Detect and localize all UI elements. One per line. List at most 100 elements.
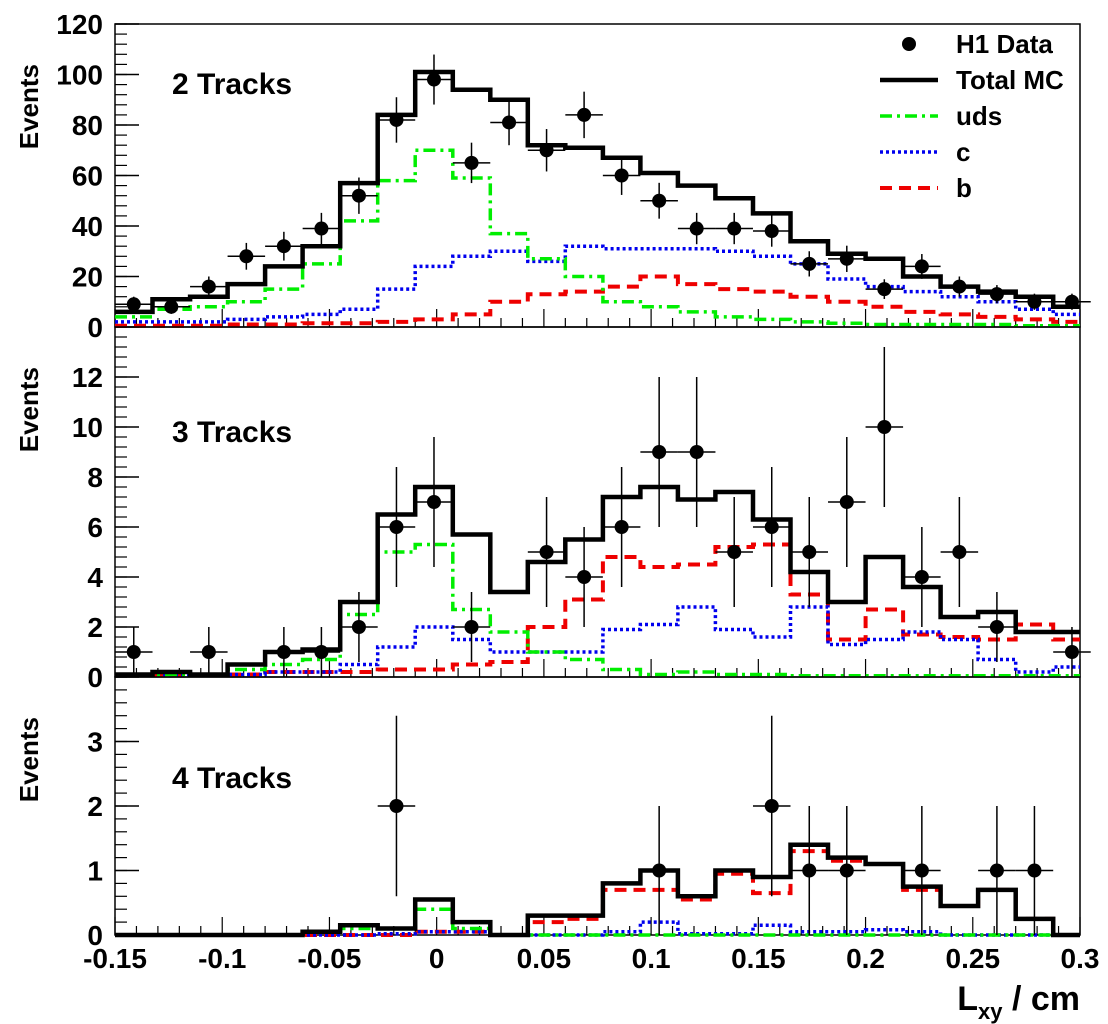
y-tick-label: 60: [72, 161, 103, 192]
legend-entry: Total MC: [880, 65, 1064, 95]
data-point: [126, 645, 141, 659]
histogram-uds: [115, 148, 1080, 328]
data-point: [1027, 863, 1042, 878]
data-point: [389, 520, 404, 534]
histogram-total: [115, 484, 1080, 677]
data-point: [802, 256, 817, 271]
data-point: [914, 259, 929, 274]
y-tick-label: 2: [87, 612, 103, 643]
data-point: [764, 799, 779, 813]
data-point: [239, 249, 254, 264]
data-point: [577, 570, 592, 584]
legend-entry: H1 Data: [902, 29, 1053, 59]
data-point: [802, 545, 817, 559]
y-tick-label: 8: [87, 462, 103, 493]
x-tick-label: 0.2: [846, 943, 885, 974]
data-point: [1027, 294, 1042, 309]
data-point: [914, 863, 929, 878]
x-axis-label-main: L: [957, 980, 978, 1018]
histogram-uds: [115, 907, 1080, 937]
panel-label: 4 Tracks: [172, 762, 292, 795]
legend-marker: [902, 37, 916, 51]
legend-entry: b: [880, 173, 972, 203]
x-tick-label: 0.05: [517, 943, 572, 974]
histogram-c: [115, 605, 1080, 677]
data-point: [689, 221, 704, 236]
data-point: [351, 620, 366, 634]
data-point: [914, 570, 929, 584]
data-point: [577, 107, 592, 122]
data-point: [464, 155, 479, 170]
y-tick-label: 0: [87, 312, 103, 343]
data-point: [539, 143, 554, 158]
panel-2: 0 2 4 6 8 10 12 Events 3 Tracks: [14, 326, 1091, 693]
legend-entry: c: [880, 137, 970, 167]
data-point: [989, 620, 1004, 634]
data-point: [351, 188, 366, 203]
data-point: [989, 287, 1004, 302]
data-point: [1064, 294, 1079, 309]
y-tick-label: 10: [72, 412, 103, 443]
data-point: [689, 445, 704, 459]
histogram-c: [115, 244, 1080, 324]
y-tick-label: 40: [72, 211, 103, 242]
data-point: [164, 299, 179, 314]
y-tick-label: 6: [87, 512, 103, 543]
histogram-b: [115, 542, 1080, 677]
data-point: [877, 282, 892, 297]
y-axis-title: Events: [14, 64, 44, 149]
histogram-b: [115, 849, 1080, 937]
y-tick-label: 0: [87, 662, 103, 693]
data-point: [952, 545, 967, 559]
x-tick-label: 0.3: [1061, 943, 1100, 974]
data-point: [989, 863, 1004, 878]
y-tick-label: 3: [87, 727, 103, 758]
data-point: [1064, 645, 1079, 659]
x-axis-label-unit: / cm: [1003, 980, 1080, 1018]
legend-label: Total MC: [956, 65, 1064, 95]
data-point: [727, 545, 742, 559]
data-point: [201, 279, 216, 294]
data-point: [764, 224, 779, 239]
data-point: [839, 495, 854, 509]
data-point: [802, 863, 817, 878]
legend-entry: uds: [880, 101, 1002, 131]
legend-label: b: [956, 173, 972, 203]
data-point: [614, 168, 629, 183]
data-point: [201, 645, 216, 659]
panel-frame: [114, 676, 1081, 936]
x-tick-label: -0.1: [198, 943, 246, 974]
histogram-c: [115, 920, 1080, 937]
data-point: [839, 251, 854, 266]
panel-label: 2 Tracks: [172, 68, 292, 101]
data-point: [652, 863, 667, 878]
data-point: [877, 420, 892, 434]
data-point: [389, 799, 404, 813]
data-point: [502, 115, 517, 130]
data-point: [652, 193, 667, 208]
x-tick-label: 0: [429, 943, 445, 974]
y-axis-title: Events: [14, 717, 44, 802]
panel-frame: [114, 326, 1081, 678]
y-tick-label: 1: [87, 856, 103, 887]
data-point: [727, 221, 742, 236]
x-axis: -0.15 -0.1 -0.05 0 0.05 0.1 0.15 0.2 0.25 0.3: [83, 943, 1099, 974]
data-point: [464, 620, 479, 634]
panel-label: 3 Tracks: [172, 416, 292, 449]
x-axis-label: Lxy / cm: [957, 980, 1080, 1024]
data-point: [952, 279, 967, 294]
data-point: [314, 221, 329, 236]
y-tick-label: 12: [72, 362, 103, 393]
x-tick-label: 0.1: [632, 943, 671, 974]
data-point: [389, 112, 404, 127]
y-axis-title: Events: [14, 367, 44, 452]
legend-label: uds: [956, 101, 1002, 131]
y-tick-label: 100: [56, 60, 103, 91]
legend: H1 Data Total MC uds cb: [880, 29, 1064, 203]
y-tick-label: 2: [87, 791, 103, 822]
data-point: [426, 72, 441, 87]
data-point: [426, 495, 441, 509]
x-tick-label: 0.25: [946, 943, 1001, 974]
